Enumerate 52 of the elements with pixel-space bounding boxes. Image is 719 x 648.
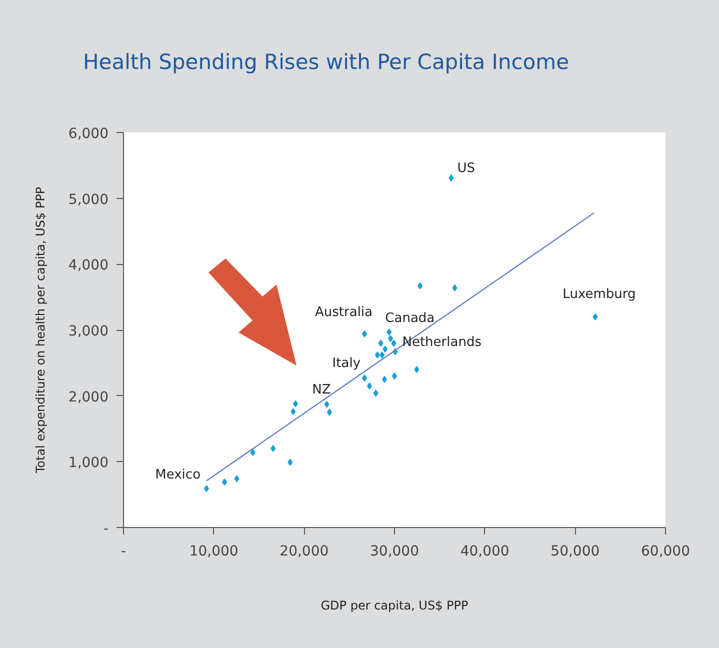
point xyxy=(378,340,384,347)
x-tick-label: - xyxy=(120,544,126,560)
x-tick-label: 60,000 xyxy=(641,544,690,560)
point xyxy=(448,174,454,182)
point xyxy=(362,374,368,382)
y-tick-label: 3,000 xyxy=(68,324,109,340)
x-tick-label: 50,000 xyxy=(550,544,600,560)
annotation: Mexico xyxy=(155,468,201,483)
annotation: US xyxy=(457,160,476,176)
x-tick-label: 40,000 xyxy=(460,544,510,560)
annotation: Netherlands xyxy=(402,335,482,350)
annotation: Canada xyxy=(385,310,435,326)
point xyxy=(204,485,210,492)
y-tick-label: 5,000 xyxy=(68,192,109,208)
point xyxy=(374,352,380,359)
point xyxy=(391,340,396,347)
point xyxy=(382,376,387,383)
annotation: Australia xyxy=(315,304,373,320)
point xyxy=(324,400,330,408)
y-tick-label: 6,000 xyxy=(68,126,109,142)
point xyxy=(292,400,298,408)
annotation: Italy xyxy=(332,356,361,372)
point xyxy=(250,448,256,456)
point xyxy=(592,313,598,320)
y-tick-label: 1,000 xyxy=(68,455,109,472)
y-tick-label: 4,000 xyxy=(68,258,109,274)
point xyxy=(414,366,420,373)
point xyxy=(288,458,293,466)
annotation: Luxemburg xyxy=(562,286,636,302)
point xyxy=(234,475,240,482)
point xyxy=(418,282,423,290)
x-tick-label: 20,000 xyxy=(280,544,329,560)
point xyxy=(222,478,227,486)
annotation: NZ xyxy=(312,382,331,398)
point xyxy=(326,408,332,416)
y-tick-label: - xyxy=(103,521,109,537)
point xyxy=(452,284,458,292)
chart-title: Health Spending Rises with Per Capita Income xyxy=(83,49,570,76)
x-tick-label: 30,000 xyxy=(370,544,420,560)
point xyxy=(388,335,394,342)
point xyxy=(290,408,296,416)
point xyxy=(380,352,385,359)
x-tick-label: 10,000 xyxy=(189,544,238,560)
y-tick-label: 2,000 xyxy=(68,389,109,406)
point xyxy=(270,445,276,452)
point xyxy=(366,382,372,390)
x-axis-title: GDP per capita, US$ PPP xyxy=(320,598,468,612)
y-axis-title: Total expenditure on health per capita, US$ PPP xyxy=(33,186,48,474)
point xyxy=(382,346,388,353)
point xyxy=(362,330,368,338)
point xyxy=(373,390,378,397)
point xyxy=(386,328,392,336)
